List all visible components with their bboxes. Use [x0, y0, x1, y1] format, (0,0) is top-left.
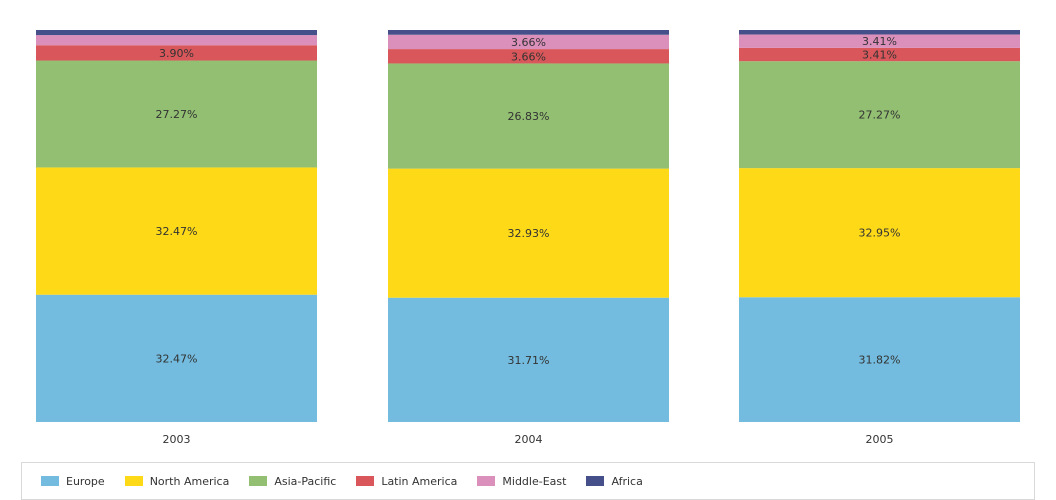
data-label-asia-pacific-2003: 27.27%: [156, 108, 198, 121]
bar-segment-europe-2004: [388, 297, 669, 422]
legend-item-latin-america[interactable]: Latin America: [356, 475, 457, 488]
data-label-middle-east-2004: 3.66%: [511, 36, 546, 49]
data-label-europe-2005: 31.82%: [859, 354, 901, 367]
bar-segment-asia-pacific-2005: [739, 61, 1020, 169]
bar-segment-middle-east-2004: [388, 34, 669, 50]
x-tick-label-2005: 2005: [866, 433, 894, 446]
legend-swatch-latin-america: [356, 476, 375, 486]
bar-segment-north-america-2005: [739, 168, 1020, 298]
data-label-asia-pacific-2004: 26.83%: [508, 110, 550, 123]
bar-segment-europe-2005: [739, 297, 1020, 422]
bar-segment-africa-2003: [36, 30, 317, 36]
legend-swatch-asia-pacific: [249, 476, 268, 486]
x-tick-label-2003: 2003: [163, 433, 191, 446]
legend-swatch-north-america: [124, 476, 143, 486]
data-label-latin-america-2004: 3.66%: [511, 50, 546, 63]
x-tick-label-2004: 2004: [515, 433, 543, 446]
bar-segment-middle-east-2005: [739, 34, 1020, 48]
data-label-asia-pacific-2005: 27.27%: [859, 109, 901, 122]
stacked-bar-chart: 32.47% 32.47% 27.27% 3.90% 2003 31.71% 32.93% 2…: [36, 30, 1020, 446]
legend-label-africa: Africa: [611, 474, 643, 488]
legend-item-europe[interactable]: Europe: [41, 475, 105, 488]
bar-segment-asia-pacific-2003: [36, 60, 317, 168]
legend-item-africa[interactable]: Africa: [586, 474, 643, 488]
legend-swatch-middle-east: [477, 476, 496, 486]
data-label-north-america-2003: 32.47%: [156, 225, 198, 238]
legend-label-north-america: North America: [149, 474, 230, 488]
legend-item-asia-pacific[interactable]: Asia-Pacific: [249, 475, 336, 488]
legend-swatch-africa: [586, 476, 605, 486]
bar-segment-latin-america-2005: [739, 47, 1020, 62]
bar-segment-north-america-2004: [388, 168, 669, 298]
legend-item-middle-east[interactable]: Middle-East: [477, 475, 566, 488]
bar-segment-latin-america-2003: [36, 45, 317, 61]
data-label-middle-east-2005: 3.41%: [862, 35, 897, 48]
legend-item-north-america[interactable]: North America: [124, 474, 230, 488]
bar-segment-north-america-2003: [36, 167, 317, 295]
data-label-north-america-2005: 32.95%: [859, 227, 901, 240]
legend-label-latin-america: Latin America: [381, 474, 458, 488]
legend-label-asia-pacific: Asia-Pacific: [274, 474, 337, 488]
bar-segment-asia-pacific-2004: [388, 63, 669, 169]
legend-label-europe: Europe: [66, 474, 105, 488]
legend-swatch-europe: [41, 476, 59, 486]
bar-segment-latin-america-2004: [388, 49, 669, 64]
bar-segment-middle-east-2003: [36, 35, 317, 46]
data-label-latin-america-2003: 3.90%: [159, 47, 194, 60]
data-label-europe-2004: 31.71%: [508, 354, 550, 367]
chart-legend: Europe North America Asia-Pacific Latin Ame…: [21, 462, 1035, 500]
data-label-europe-2003: 32.47%: [156, 352, 198, 365]
bar-segment-africa-2005: [739, 30, 1020, 35]
bar-segment-europe-2003: [36, 294, 317, 422]
legend-label-middle-east: Middle-East: [502, 474, 567, 488]
data-label-latin-america-2005: 3.41%: [862, 49, 897, 62]
bar-segment-africa-2004: [388, 30, 669, 35]
data-label-north-america-2004: 32.93%: [508, 227, 550, 240]
